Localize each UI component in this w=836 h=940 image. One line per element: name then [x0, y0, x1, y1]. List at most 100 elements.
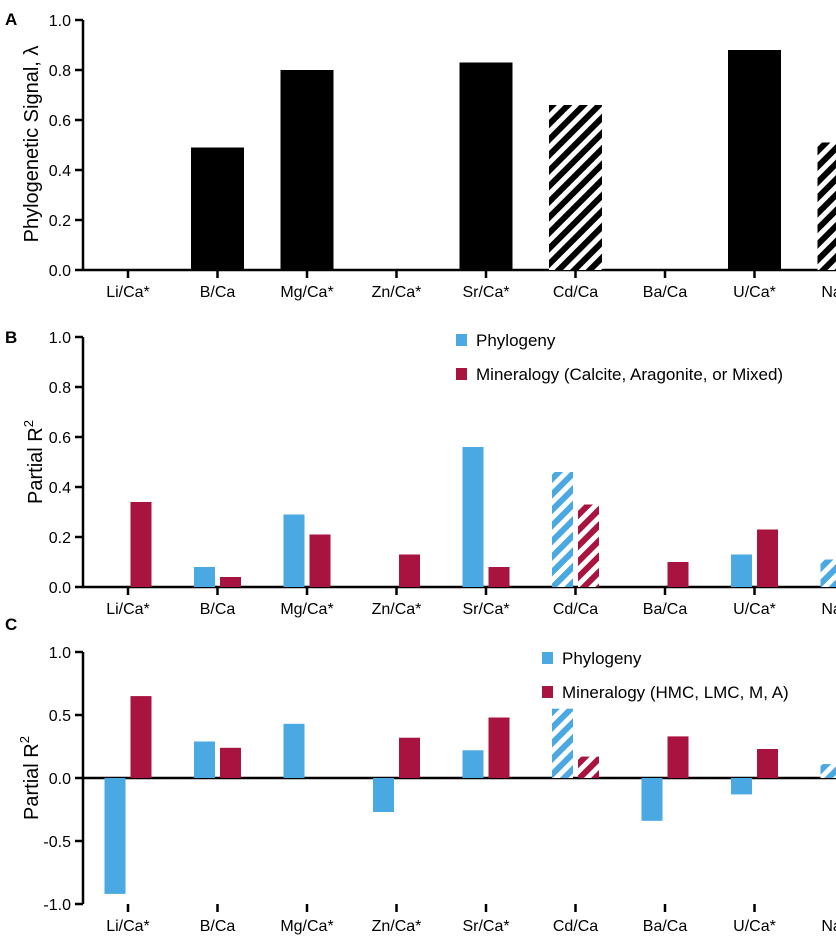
x-tick-label: Zn/Ca*	[372, 601, 422, 618]
x-tick-label: Cd/Ca	[553, 284, 598, 301]
bar	[667, 562, 689, 587]
bar	[820, 764, 836, 778]
bar	[552, 708, 573, 778]
panel-c-legend-mineralogy: Mineralogy (HMC, LMC, M, A)	[562, 683, 789, 702]
panel-b-legend-phylogeny: Phylogeny	[476, 331, 556, 350]
x-tick-label: Sr/Ca*	[462, 601, 509, 618]
panel-c-legend-swatch-mineralogy	[542, 686, 553, 698]
x-tick-label: Sr/Ca*	[462, 918, 509, 935]
bar	[309, 534, 331, 587]
panel-c: C Partial R2 -1.0 -0.5 0.0 0.5 1.0 Li/Ca* B/Ca…	[5, 615, 836, 935]
x-tick-label: Zn/Ca*	[372, 918, 422, 935]
x-tick-label: Na/Ca	[821, 918, 836, 935]
panel-b-axes: 0.0 0.2 0.4 0.6 0.8 1.0 Li/Ca* B/Ca Mg/Ca* Zn/Ca*…	[49, 330, 836, 618]
bar	[731, 778, 752, 795]
x-tick-label: Mg/Ca*	[280, 601, 333, 618]
panel-b-legend-swatch-mineralogy	[456, 368, 467, 380]
x-tick-label: Mg/Ca*	[280, 918, 333, 935]
panel-b-legend: Phylogeny Mineralogy (Calcite, Aragonite…	[456, 331, 783, 384]
panel-c-legend: Phylogeny Mineralogy (HMC, LMC, M, A)	[542, 649, 789, 702]
panel-a: A Phylogenetic Signal, λ 0.0 0.2 0.4 0.6 0.8…	[5, 10, 836, 301]
y-tick-label: 1.0	[49, 330, 71, 347]
panel-a-bars	[191, 50, 836, 270]
bar	[462, 750, 484, 778]
y-tick-label: 0.4	[49, 163, 71, 180]
bar	[820, 559, 836, 587]
y-tick-label: 0.2	[49, 213, 71, 230]
bar	[373, 778, 394, 812]
y-tick-label: 0.0	[49, 771, 71, 788]
panel-c-bars	[104, 696, 836, 894]
x-tick-label: Li/Ca*	[106, 918, 150, 935]
y-tick-label: 0.4	[49, 480, 71, 497]
bar	[641, 778, 663, 821]
x-tick-label: Ba/Ca	[643, 918, 688, 935]
bar	[194, 741, 215, 778]
panel-c-y-axis-title-sup: 2	[17, 736, 32, 743]
panel-b-y-axis-title: Partial R2	[21, 420, 47, 504]
panel-b-letter: B	[5, 328, 17, 347]
bar	[578, 756, 599, 778]
panel-b-y-axis-title-sup: 2	[21, 420, 36, 427]
y-tick-label: 0.6	[49, 430, 71, 447]
bar	[283, 514, 305, 587]
bar	[667, 736, 689, 778]
panel-c-letter: C	[5, 615, 17, 634]
panel-b-legend-mineralogy: Mineralogy (Calcite, Aragonite, or Mixed…	[476, 365, 783, 384]
x-tick-label: Na/Ca	[821, 601, 836, 618]
x-tick-label: Zn/Ca*	[372, 284, 422, 301]
panel-b-legend-swatch-phylogeny	[456, 334, 467, 346]
bar	[104, 778, 126, 894]
x-tick-label: B/Ca	[200, 918, 236, 935]
panel-c-y-axis-title: Partial R2	[17, 736, 43, 820]
y-tick-label: -0.5	[43, 834, 71, 851]
panel-a-letter: A	[5, 10, 17, 29]
bar	[488, 567, 510, 587]
x-tick-label: Cd/Ca	[553, 601, 598, 618]
bar	[757, 529, 778, 587]
bar	[459, 62, 513, 270]
bar	[280, 70, 334, 270]
panel-c-legend-phylogeny: Phylogeny	[562, 649, 642, 668]
x-tick-label: Ba/Ca	[643, 284, 688, 301]
x-tick-label: Li/Ca*	[106, 284, 150, 301]
bar	[731, 554, 752, 587]
x-tick-label: U/Ca*	[733, 918, 776, 935]
y-tick-label: 0.5	[49, 708, 71, 725]
bar	[728, 50, 781, 270]
panel-b-y-axis-title-main: Partial R	[25, 427, 47, 504]
y-tick-label: -1.0	[43, 897, 71, 914]
y-tick-label: 0.8	[49, 380, 71, 397]
x-tick-label: B/Ca	[200, 601, 236, 618]
y-tick-label: 0.0	[49, 580, 71, 597]
bar	[552, 472, 573, 587]
x-tick-label: Na/Ca	[821, 284, 836, 301]
bar	[757, 749, 778, 778]
bar	[194, 567, 215, 587]
y-tick-label: 1.0	[49, 645, 71, 662]
x-tick-label: Cd/Ca	[553, 918, 598, 935]
y-tick-label: 0.8	[49, 63, 71, 80]
panel-c-legend-swatch-phylogeny	[542, 652, 553, 664]
bar	[399, 554, 420, 587]
x-tick-label: U/Ca*	[733, 284, 776, 301]
bar	[578, 504, 599, 587]
y-tick-label: 0.0	[49, 263, 71, 280]
bar	[220, 747, 241, 778]
bar	[488, 717, 510, 778]
panel-a-axes: 0.0 0.2 0.4 0.6 0.8 1.0 Li/Ca* B/Ca Mg/Ca* Zn/Ca*…	[49, 13, 836, 301]
bar	[283, 723, 305, 778]
bar	[220, 577, 241, 587]
panel-b: B Partial R2 0.0 0.2 0.4 0.6 0.8 1.0 Li/Ca* B/C…	[5, 328, 836, 618]
bar	[549, 105, 602, 270]
bar	[130, 502, 152, 587]
bar	[191, 147, 244, 270]
panel-b-bars	[130, 447, 836, 587]
x-tick-label: Mg/Ca*	[280, 284, 333, 301]
x-tick-label: B/Ca	[200, 284, 236, 301]
bar	[462, 447, 484, 587]
panel-c-y-axis-title-main: Partial R	[21, 743, 43, 820]
x-tick-label: U/Ca*	[733, 601, 776, 618]
x-tick-label: Li/Ca*	[106, 601, 150, 618]
